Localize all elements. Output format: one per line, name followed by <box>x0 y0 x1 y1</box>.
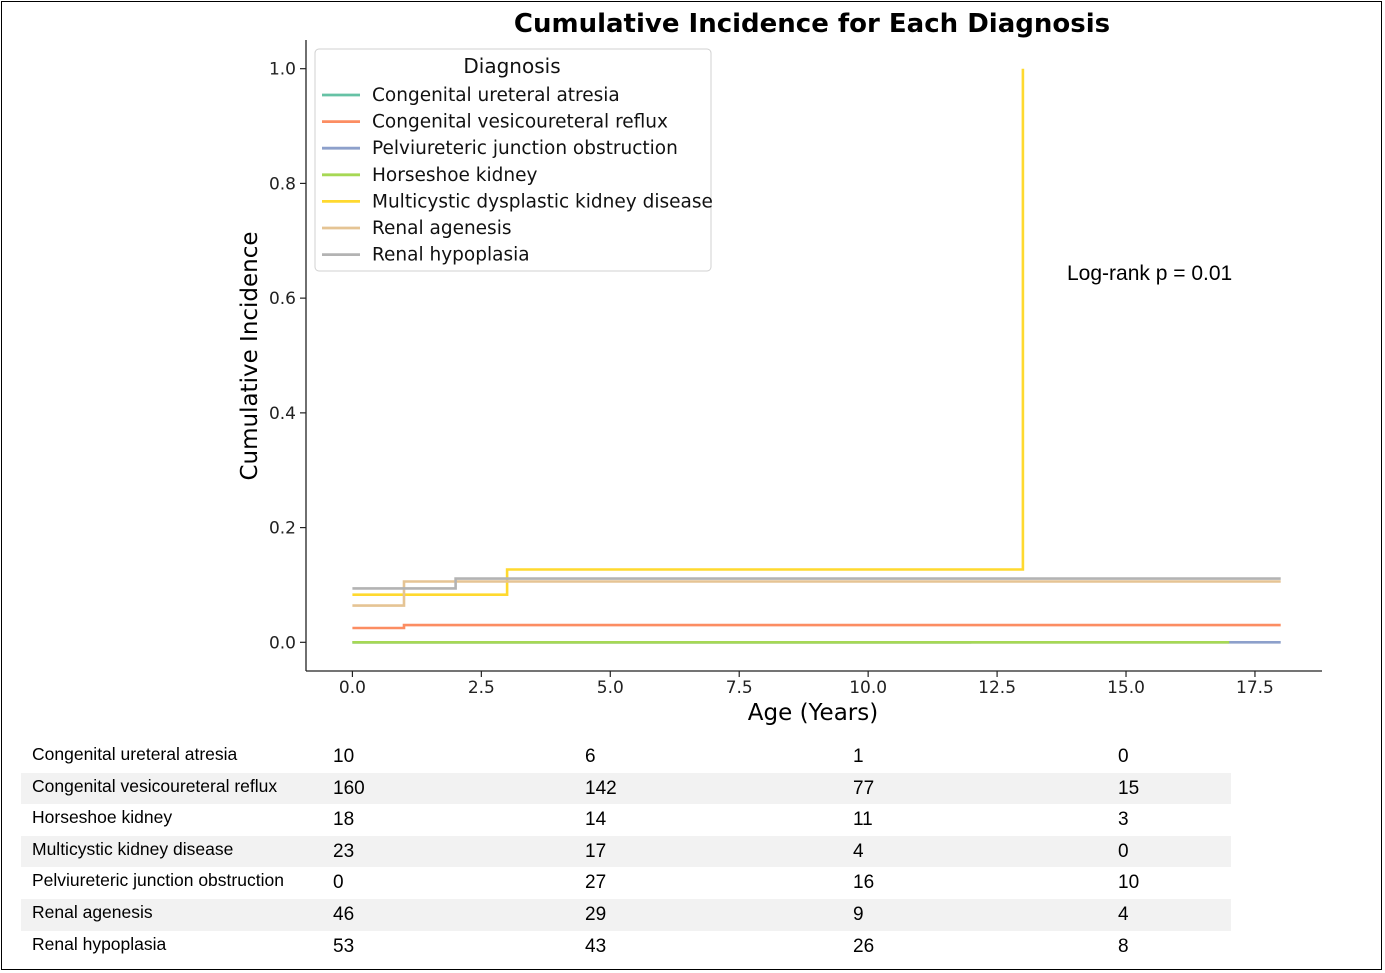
risk-table-row: Renal agenesis 46 29 9 4 <box>21 898 1231 931</box>
legend-box <box>314 48 712 272</box>
risk-cell: 23 <box>333 840 355 862</box>
risk-cell: 6 <box>585 746 596 767</box>
risk-cell: 3 <box>1118 809 1129 831</box>
risk-cell: 11 <box>853 809 873 831</box>
y-tick-label: 0.4 <box>269 404 296 424</box>
risk-cell: 10 <box>1118 872 1140 894</box>
series-line-2 <box>352 623 1281 630</box>
legend-label: Pelviureteric junction obstruction <box>372 138 678 159</box>
legend-label: Horseshoe kidney <box>372 165 538 186</box>
risk-cell: 0 <box>333 872 344 894</box>
legend-label: Multicystic dysplastic kidney disease <box>372 191 713 212</box>
x-axis-label: Age (Years) <box>748 700 878 726</box>
risk-cell: 4 <box>1118 903 1129 925</box>
y-tick-label: 0.2 <box>269 519 296 539</box>
risk-cell: 53 <box>333 935 355 957</box>
risk-cell: 43 <box>585 935 607 957</box>
x-tick-label: 10.0 <box>849 678 887 698</box>
plot-lines <box>352 68 1281 644</box>
x-ticks: 0.0 2.5 5.0 7.5 10.0 12.5 15.0 17.5 <box>339 671 1274 698</box>
risk-cell: 0 <box>1118 746 1129 767</box>
y-ticks: 0.0 0.2 0.4 0.6 0.8 1.0 <box>269 60 306 653</box>
risk-row-label: Horseshoe kidney <box>32 807 173 828</box>
risk-cell: 0 <box>1118 840 1129 862</box>
risk-cell: 142 <box>585 777 617 799</box>
legend-label: Renal agenesis <box>372 218 511 239</box>
risk-table-row: Pelviureteric junction obstruction 0 27 16 1… <box>21 867 1231 899</box>
risk-row-label: Renal hypoplasia <box>32 933 167 954</box>
x-tick-label: 2.5 <box>468 678 495 698</box>
risk-row-label: Congenital vesicoureteral reflux <box>32 775 278 796</box>
risk-cell: 26 <box>853 935 875 957</box>
series-line-6 <box>352 580 1281 607</box>
y-tick-label: 0.0 <box>269 633 296 653</box>
legend-title: Diagnosis <box>463 54 560 78</box>
x-tick-label: 7.5 <box>726 678 753 698</box>
legend-label: Congenital ureteral atresia <box>372 85 620 106</box>
legend: Diagnosis Congenital ureteral atresiaCon… <box>314 48 713 272</box>
y-axis-label: Cumulative Incidence <box>237 231 263 480</box>
risk-cell: 27 <box>585 872 607 894</box>
y-tick-label: 0.8 <box>269 174 296 194</box>
x-tick-label: 0.0 <box>339 678 366 698</box>
y-tick-label: 1.0 <box>269 60 296 80</box>
risk-cell: 46 <box>333 903 355 925</box>
risk-row-label: Congenital ureteral atresia <box>32 744 238 764</box>
risk-cell: 4 <box>853 840 864 862</box>
risk-cell: 17 <box>585 840 607 862</box>
risk-row-label: Pelviureteric junction obstruction <box>32 870 284 891</box>
risk-cell: 14 <box>585 809 607 831</box>
risk-cell: 1 <box>853 746 864 767</box>
risk-row-label: Renal agenesis <box>32 901 153 922</box>
series-line-7 <box>352 577 1281 590</box>
risk-table-row: Renal hypoplasia 53 43 26 8 <box>21 931 1231 963</box>
risk-cell: 160 <box>333 777 365 799</box>
legend-label: Congenital vesicoureteral reflux <box>372 112 668 133</box>
risk-cell: 18 <box>333 809 355 831</box>
risk-cell: 9 <box>853 903 864 925</box>
risk-table-row: Congenital ureteral atresia 10 6 1 0 <box>21 741 1231 773</box>
chart-title: Cumulative Incidence for Each Diagnosis <box>514 9 1110 39</box>
x-tick-label: 15.0 <box>1107 678 1145 698</box>
y-tick-label: 0.6 <box>269 289 296 309</box>
risk-cell: 77 <box>853 777 875 799</box>
x-tick-label: 17.5 <box>1236 678 1274 698</box>
cumulative-incidence-chart: Cumulative Incidence for Each Diagnosis … <box>237 9 1322 726</box>
log-rank-annotation: Log-rank p = 0.01 <box>1067 262 1232 285</box>
risk-cell: 16 <box>853 872 875 894</box>
risk-table-row: Multicystic kidney disease 23 17 4 0 <box>21 835 1231 868</box>
risk-cell: 15 <box>1118 777 1140 799</box>
legend-items: Congenital ureteral atresia Congenital ve… <box>322 85 713 266</box>
risk-table: Congenital ureteral atresia 10 6 1 0 Congenit… <box>21 741 1231 962</box>
risk-cell: 8 <box>1118 935 1129 957</box>
risk-cell: 10 <box>333 746 355 767</box>
risk-row-label: Multicystic kidney disease <box>32 838 234 859</box>
x-tick-label: 5.0 <box>597 678 624 698</box>
x-tick-label: 12.5 <box>978 678 1016 698</box>
legend-label: Renal hypoplasia <box>372 245 530 266</box>
risk-table-row: Horseshoe kidney 18 14 11 3 <box>21 804 1231 836</box>
risk-table-row: Congenital vesicoureteral reflux 160 142 77… <box>21 772 1231 805</box>
risk-cell: 29 <box>585 903 607 925</box>
